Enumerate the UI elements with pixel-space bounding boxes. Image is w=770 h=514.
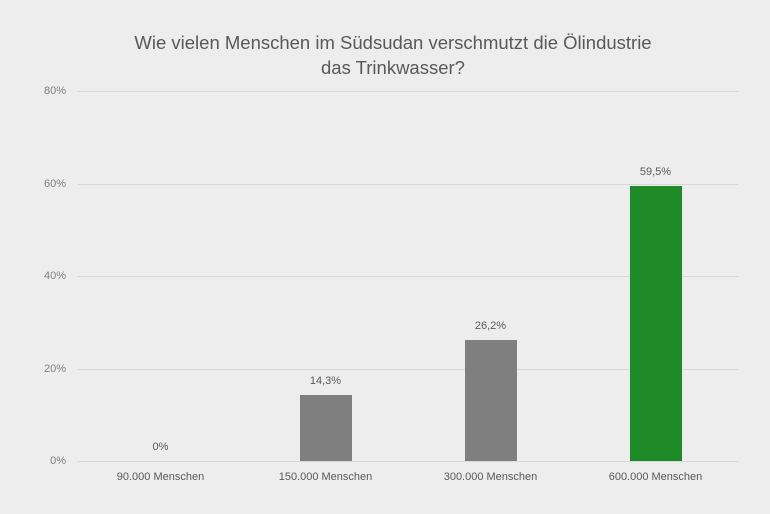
data-label: 59,5% bbox=[639, 165, 672, 178]
y-tick-label: 0% bbox=[50, 455, 66, 467]
data-label: 14,3% bbox=[309, 374, 342, 387]
gridline bbox=[78, 368, 738, 370]
chart-title-line-2: das Trinkwasser? bbox=[321, 57, 465, 78]
gridline bbox=[78, 91, 738, 92]
x-tick-label: 90.000 Menschen bbox=[116, 471, 205, 483]
bar bbox=[464, 339, 517, 461]
chart-title-line-1: Wie vielen Menschen im Südsudan verschmu… bbox=[134, 32, 652, 53]
y-tick-label: 60% bbox=[43, 177, 66, 190]
x-tick-label: 300.000 Menschen bbox=[443, 471, 538, 483]
plot-area: 0% 14,3% 26,2% 59,5% bbox=[78, 91, 738, 462]
x-tick-label: 150.000 Menschen bbox=[278, 471, 373, 483]
y-tick-label: 80% bbox=[43, 85, 66, 97]
y-tick-label: 40% bbox=[43, 270, 66, 282]
bar bbox=[629, 185, 682, 461]
gridline bbox=[78, 461, 738, 462]
data-label: 0% bbox=[152, 441, 169, 453]
gridline bbox=[78, 276, 738, 277]
x-tick-label: 600.000 Menschen bbox=[608, 471, 703, 483]
bar bbox=[299, 394, 352, 461]
data-label: 26,2% bbox=[474, 319, 507, 332]
gridline bbox=[78, 183, 738, 185]
y-tick-label: 20% bbox=[43, 362, 66, 375]
chart-title: Wie vielen Menschen im Südsudan verschmu… bbox=[0, 30, 770, 80]
